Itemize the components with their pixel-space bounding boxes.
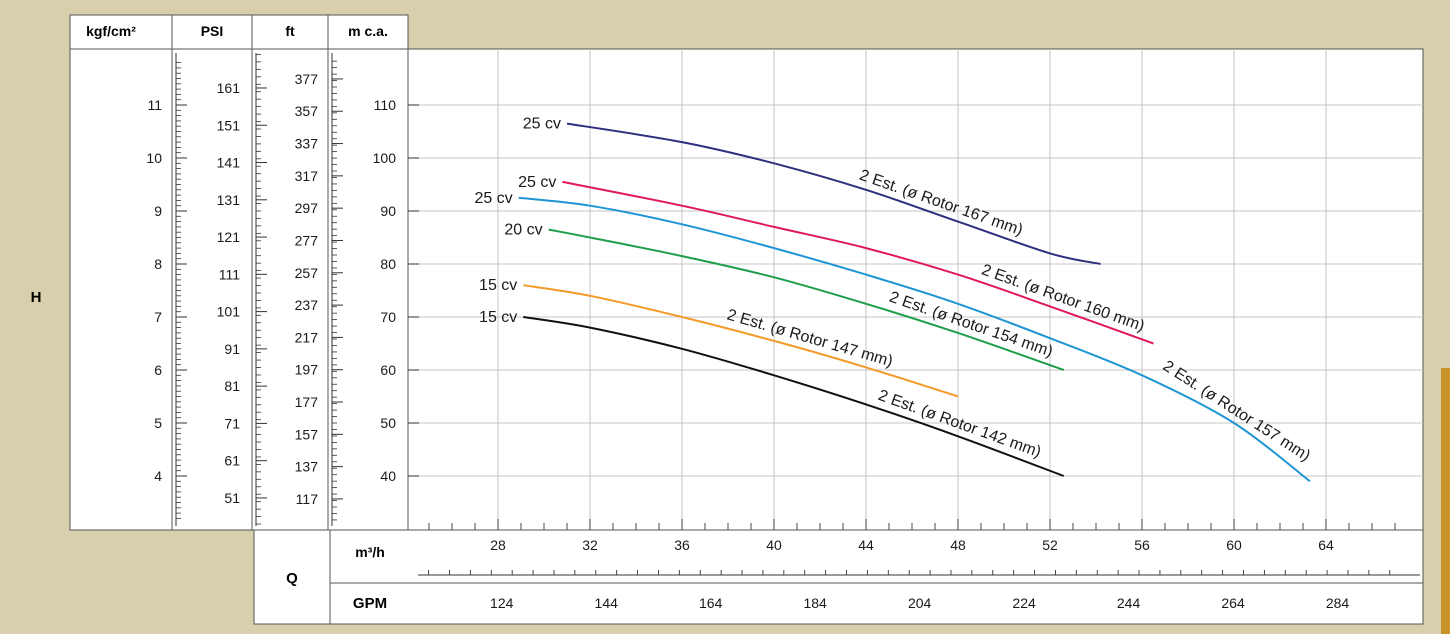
scale-tick-label: 71: [224, 415, 240, 431]
scale-tick-label: 297: [295, 200, 319, 216]
scale-tick-label: 141: [217, 155, 241, 171]
scale-tick-label: 90: [380, 203, 396, 219]
m3h-axis-label: m³/h: [355, 544, 385, 560]
scale-tick-label: 91: [224, 341, 240, 357]
scale-tick-label: 61: [224, 453, 240, 469]
scale-tick-label: 377: [295, 71, 319, 87]
scale-tick-label: 137: [295, 459, 319, 475]
m3h-tick-label: 48: [950, 537, 966, 553]
power-label: 15 cv: [479, 277, 517, 294]
gpm-tick-label: 184: [803, 595, 827, 611]
gpm-tick-label: 144: [595, 595, 619, 611]
accent-tab: [1441, 368, 1450, 634]
kgf-scale-header: kgf/cm²: [86, 23, 136, 39]
gpm-tick-label: 224: [1012, 595, 1036, 611]
curve-line: [523, 316, 1065, 477]
gpm-tick-label: 244: [1117, 595, 1141, 611]
scale-tick-label: 6: [154, 362, 162, 378]
scale-tick-label: 4: [154, 468, 162, 484]
scale-tick-label: 157: [295, 426, 319, 442]
scale-tick-label: 40: [380, 468, 396, 484]
m3h-tick-label: 60: [1226, 537, 1242, 553]
scale-tick-label: 9: [154, 203, 162, 219]
grid: [408, 49, 1423, 530]
m3h-tick-label: 64: [1318, 537, 1334, 553]
flow-axes: 28 32 36 40 44 48 52 56 60 64 124 144 164 184 204 224 24…: [418, 519, 1420, 611]
power-label: 15 cv: [479, 309, 517, 326]
m3h-tick-label: 56: [1134, 537, 1150, 553]
scale-tick-label: 8: [154, 256, 162, 272]
scale-tick-label: 197: [295, 362, 319, 378]
m3h-tick-label: 28: [490, 537, 506, 553]
curve-line: [548, 228, 1065, 371]
flow-axis-label: Q: [286, 570, 298, 587]
gpm-tick-label: 164: [699, 595, 723, 611]
curve-line: [562, 180, 1154, 345]
curve-line: [518, 196, 1311, 483]
scale-panel: [69, 48, 409, 531]
scale-tick-label: 111: [219, 266, 240, 282]
scale-tick-label: 237: [295, 297, 319, 313]
head-axis-label: H: [31, 289, 42, 306]
gpm-tick-label: 124: [490, 595, 514, 611]
mca-scale-header: m c.a.: [348, 23, 388, 39]
scale-tick-label: 10: [146, 150, 162, 166]
scale-tick-label: 60: [380, 362, 396, 378]
scale-tick-label: 117: [296, 491, 319, 507]
flow-axis-panel: [253, 529, 1424, 625]
vertical-scales: 4 5 6 7 8 9 10 11 51 61 71 81 91 101 111 121 131 141 151 16…: [146, 53, 419, 526]
power-label: 25 cv: [474, 190, 512, 207]
scale-tick-label: 357: [295, 103, 319, 119]
scale-tick-label: 5: [154, 415, 162, 431]
gpm-tick-label: 284: [1326, 595, 1350, 611]
scale-tick-label: 81: [224, 378, 240, 394]
scale-tick-label: 277: [295, 232, 319, 248]
scale-tick-label: 100: [373, 150, 397, 166]
scale-tick-label: 317: [295, 168, 319, 184]
scale-tick-label: 161: [217, 80, 241, 96]
curve-line: [566, 122, 1101, 265]
scale-tick-label: 11: [147, 97, 162, 113]
scale-tick-label: 110: [374, 97, 397, 113]
power-label: 20 cv: [504, 222, 542, 239]
scale-tick-label: 70: [380, 309, 396, 325]
scale-tick-label: 131: [217, 192, 241, 208]
scale-tick-label: 177: [295, 394, 319, 410]
scale-tick-label: 151: [217, 117, 241, 133]
m3h-tick-label: 32: [582, 537, 598, 553]
ft-scale-header: ft: [285, 23, 295, 39]
scale-tick-label: 101: [217, 304, 241, 320]
power-label: 25 cv: [523, 116, 561, 133]
m3h-tick-label: 40: [766, 537, 782, 553]
m3h-tick-label: 36: [674, 537, 690, 553]
scale-header-panel: [69, 14, 409, 50]
scale-tick-label: 121: [217, 229, 241, 245]
gpm-tick-label: 204: [908, 595, 932, 611]
m3h-tick-label: 52: [1042, 537, 1058, 553]
gpm-tick-label: 264: [1221, 595, 1245, 611]
scale-tick-label: 337: [295, 136, 319, 152]
curve-line: [523, 284, 959, 398]
scale-tick-label: 7: [154, 309, 162, 325]
scale-tick-label: 80: [380, 256, 396, 272]
scale-tick-label: 51: [224, 490, 240, 506]
scale-tick-label: 50: [380, 415, 396, 431]
power-label: 25 cv: [518, 174, 556, 191]
psi-scale-header: PSI: [201, 23, 224, 39]
scale-tick-label: 217: [295, 329, 319, 345]
m3h-tick-label: 44: [858, 537, 874, 553]
gpm-axis-label: GPM: [353, 595, 387, 612]
table-dividers: [171, 15, 1423, 624]
scale-tick-label: 257: [295, 265, 319, 281]
